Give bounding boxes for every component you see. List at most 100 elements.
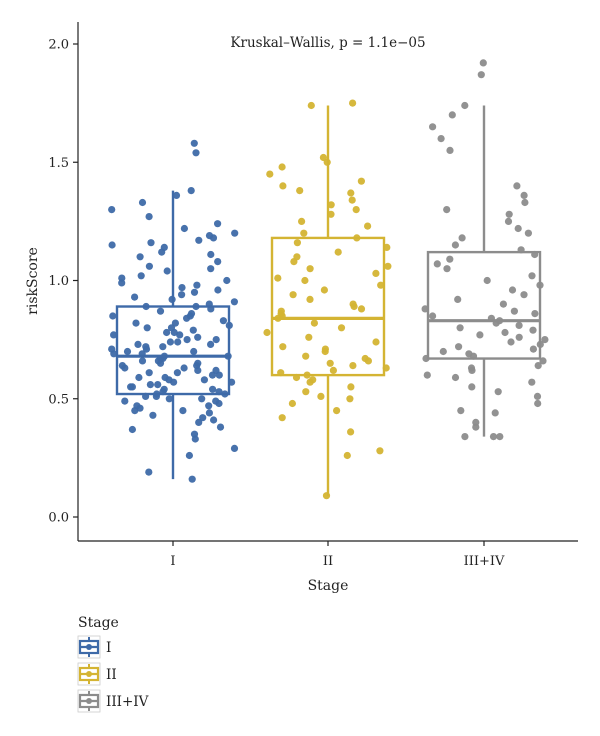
data-point <box>303 371 311 379</box>
data-point <box>349 99 357 107</box>
data-point <box>376 447 384 455</box>
group-i <box>108 139 239 483</box>
data-point <box>510 307 518 315</box>
data-point <box>377 281 385 289</box>
data-point <box>289 291 297 299</box>
data-point <box>508 286 517 294</box>
data-point <box>118 362 126 370</box>
data-point <box>108 206 116 214</box>
data-point <box>145 262 153 270</box>
box <box>426 250 542 360</box>
data-point <box>515 333 523 341</box>
data-point <box>172 191 181 199</box>
data-point <box>539 357 547 365</box>
data-point <box>501 328 509 337</box>
data-point <box>131 293 139 301</box>
legend-key-point <box>86 671 92 677</box>
data-point <box>322 492 331 500</box>
data-point <box>138 357 147 365</box>
data-point <box>421 305 429 313</box>
data-point <box>207 340 215 348</box>
data-point <box>109 312 117 320</box>
data-point <box>305 333 313 341</box>
data-point <box>231 229 239 237</box>
data-point <box>292 373 301 382</box>
data-point <box>443 206 451 214</box>
data-point <box>225 321 233 329</box>
legend-key-point <box>86 698 92 704</box>
data-point <box>454 295 462 303</box>
data-point <box>302 388 310 396</box>
data-point <box>347 189 355 197</box>
data-point <box>382 364 390 372</box>
data-point <box>288 399 296 408</box>
data-point <box>187 310 196 318</box>
data-point <box>121 397 129 405</box>
data-point <box>178 291 186 299</box>
data-point <box>458 234 466 242</box>
data-point <box>194 359 202 367</box>
data-point <box>214 258 222 266</box>
data-point <box>517 246 525 254</box>
plot-area <box>108 59 549 500</box>
y-tick-label: 0.0 <box>48 511 69 526</box>
data-point <box>263 328 271 337</box>
data-point <box>300 229 308 237</box>
data-point <box>230 444 239 452</box>
data-point <box>528 272 536 280</box>
legend-label: II <box>106 667 117 683</box>
data-point <box>349 362 357 370</box>
data-point <box>168 295 176 303</box>
data-point <box>128 425 136 434</box>
data-point <box>513 182 521 190</box>
data-point <box>159 343 167 351</box>
data-point <box>216 423 225 431</box>
data-point <box>536 340 544 348</box>
data-point <box>142 302 150 311</box>
data-point <box>193 281 201 289</box>
data-point <box>455 343 463 351</box>
data-point <box>200 376 208 384</box>
data-point <box>529 345 538 353</box>
data-point <box>127 383 135 391</box>
data-point <box>221 390 229 398</box>
data-point <box>306 295 314 303</box>
data-point <box>224 352 232 360</box>
data-point <box>195 236 203 244</box>
data-point <box>194 333 202 341</box>
data-point <box>108 241 116 249</box>
data-point <box>514 224 522 233</box>
data-point <box>496 317 504 325</box>
data-point <box>163 267 171 275</box>
data-point <box>123 347 132 356</box>
data-point <box>448 111 456 119</box>
data-point <box>541 336 549 344</box>
data-point <box>529 326 537 334</box>
data-point <box>357 305 366 313</box>
data-point <box>219 317 227 325</box>
data-point <box>214 220 222 228</box>
data-point <box>118 274 126 282</box>
data-point <box>143 324 151 332</box>
group-ii <box>263 99 392 500</box>
data-point <box>161 373 169 382</box>
data-point <box>515 321 523 329</box>
data-point <box>215 388 223 396</box>
data-point <box>309 376 317 384</box>
data-point <box>134 340 142 348</box>
data-point <box>467 364 476 372</box>
data-point <box>357 177 365 185</box>
data-point <box>321 345 329 353</box>
data-point <box>319 153 327 162</box>
data-point <box>333 407 341 415</box>
data-point <box>487 314 495 322</box>
data-point <box>534 399 542 408</box>
data-point <box>212 366 220 374</box>
data-point <box>138 198 147 207</box>
data-point <box>307 101 315 110</box>
data-point <box>212 336 220 344</box>
x-ticks: I II III+IV <box>170 541 505 569</box>
y-tick-label: 1.5 <box>48 156 69 171</box>
data-point <box>205 300 213 308</box>
